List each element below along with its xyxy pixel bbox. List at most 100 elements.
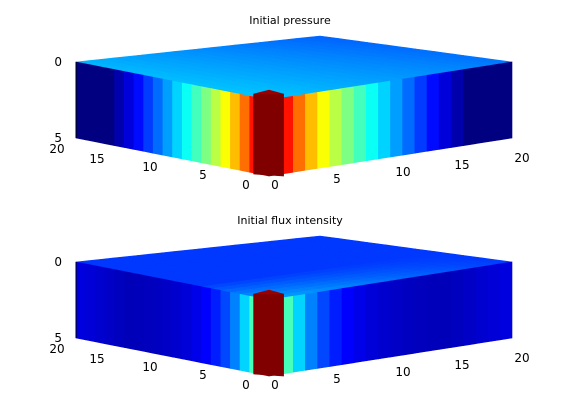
- right-face-cell: [365, 82, 379, 162]
- plot-initial-pressure: Initial pressure 0 5 20 15 10 5 0 0 5 10…: [49, 14, 529, 192]
- x-tick-label: 20: [514, 351, 529, 365]
- left-face-cell: [133, 73, 144, 152]
- left-face-cell: [239, 93, 250, 173]
- peak-column: [253, 293, 284, 377]
- x-tick-label: 15: [454, 358, 469, 372]
- right-face-cell: [329, 88, 343, 167]
- y-tick-label: 0: [242, 178, 250, 192]
- right-face-cell: [426, 73, 440, 152]
- x-tick-label: 15: [454, 158, 469, 172]
- right-face-cell: [341, 286, 355, 365]
- right-face-cell: [317, 90, 331, 169]
- surface-faces: [75, 35, 513, 177]
- left-face-cell: [181, 82, 193, 162]
- left-face-cell: [239, 293, 250, 373]
- left-face-cell: [143, 274, 154, 354]
- x-tick-label: 20: [514, 151, 529, 165]
- left-face-cell: [201, 286, 212, 365]
- left-face-cell: [172, 280, 183, 360]
- left-face-cell: [133, 273, 144, 352]
- right-face-cell: [365, 282, 379, 362]
- peak-column: [253, 93, 284, 177]
- left-face-cell: [181, 282, 193, 362]
- left-face-cell: [124, 71, 135, 150]
- left-face-cell: [75, 261, 86, 341]
- right-face-cell: [475, 265, 489, 345]
- axes: 0 5 20 15 10 5 0 0 5 10 15 20: [49, 55, 529, 192]
- right-face-cell: [463, 67, 476, 146]
- plot-title: Initial flux intensity: [237, 214, 343, 227]
- x-tick-label: 10: [395, 165, 410, 179]
- right-face-cell: [475, 65, 489, 145]
- left-face-cell: [162, 278, 173, 358]
- left-face-cell: [201, 86, 212, 165]
- left-face-cell: [143, 74, 154, 154]
- right-face-cell: [353, 284, 367, 364]
- right-face-cell: [390, 278, 403, 358]
- peak-column-top: [253, 289, 284, 295]
- z-tick-label: 5: [54, 131, 62, 145]
- left-face-cell: [210, 88, 222, 167]
- left-face-cell: [191, 84, 202, 164]
- left-face-cell: [152, 76, 164, 156]
- right-face-cell: [499, 61, 513, 141]
- right-face-cell: [450, 269, 464, 348]
- left-face-cell: [191, 284, 202, 364]
- right-face-cell: [329, 288, 343, 367]
- left-face-cell: [172, 80, 183, 160]
- x-tick-label: 0: [271, 378, 279, 392]
- z-tick-label: 0: [54, 55, 62, 69]
- right-face-cell: [341, 86, 355, 165]
- right-face-cell: [438, 271, 452, 350]
- x-tick-label: 5: [333, 372, 341, 386]
- left-face-cell: [152, 276, 164, 356]
- left-face-cell: [95, 265, 106, 345]
- right-face-cell: [353, 84, 367, 164]
- right-face-cell: [402, 76, 416, 156]
- y-tick-label: 10: [142, 160, 157, 174]
- y-tick-label: 10: [142, 360, 157, 374]
- plot-title: Initial pressure: [249, 14, 331, 27]
- x-tick-label: 5: [333, 172, 341, 186]
- right-face-cell: [292, 93, 306, 173]
- surface-faces: [75, 235, 513, 377]
- peak-column-top: [253, 89, 284, 95]
- right-face-cell: [305, 292, 318, 371]
- right-face-cell: [463, 267, 476, 346]
- left-face-cell: [124, 271, 135, 350]
- z-tick-label: 5: [54, 331, 62, 345]
- right-face-cell: [487, 263, 501, 343]
- left-face-cell: [220, 290, 231, 369]
- right-face-cell: [305, 92, 318, 171]
- y-tick-label: 5: [199, 368, 207, 382]
- left-face-cell: [220, 90, 231, 169]
- x-tick-label: 0: [271, 178, 279, 192]
- x-tick-label: 10: [395, 365, 410, 379]
- y-tick-label: 20: [49, 142, 64, 156]
- left-face-cell: [104, 67, 115, 146]
- left-face-cell: [85, 263, 96, 343]
- right-face-cell: [292, 293, 306, 373]
- left-face-cell: [230, 292, 241, 371]
- right-face-cell: [450, 69, 464, 148]
- left-face-cell: [210, 288, 222, 367]
- right-face-cell: [438, 71, 452, 150]
- right-face-cell: [378, 80, 391, 160]
- z-tick-label: 0: [54, 255, 62, 269]
- y-tick-label: 20: [49, 342, 64, 356]
- left-face-cell: [114, 269, 125, 348]
- y-tick-label: 15: [89, 152, 104, 166]
- right-face-cell: [414, 74, 428, 154]
- y-tick-label: 5: [199, 168, 207, 182]
- left-face-cell: [114, 69, 125, 148]
- right-face-cell: [426, 273, 440, 352]
- left-face-cell: [104, 267, 115, 346]
- plot-initial-flux-intensity: Initial flux intensity 0 5 20 15 10 5 0 …: [49, 214, 529, 392]
- right-face-cell: [402, 276, 416, 356]
- y-tick-label: 15: [89, 352, 104, 366]
- right-face-cell: [378, 280, 391, 360]
- left-face-cell: [162, 78, 173, 158]
- left-face-cell: [85, 63, 96, 143]
- axes: 0 5 20 15 10 5 0 0 5 10 15 20: [49, 255, 529, 392]
